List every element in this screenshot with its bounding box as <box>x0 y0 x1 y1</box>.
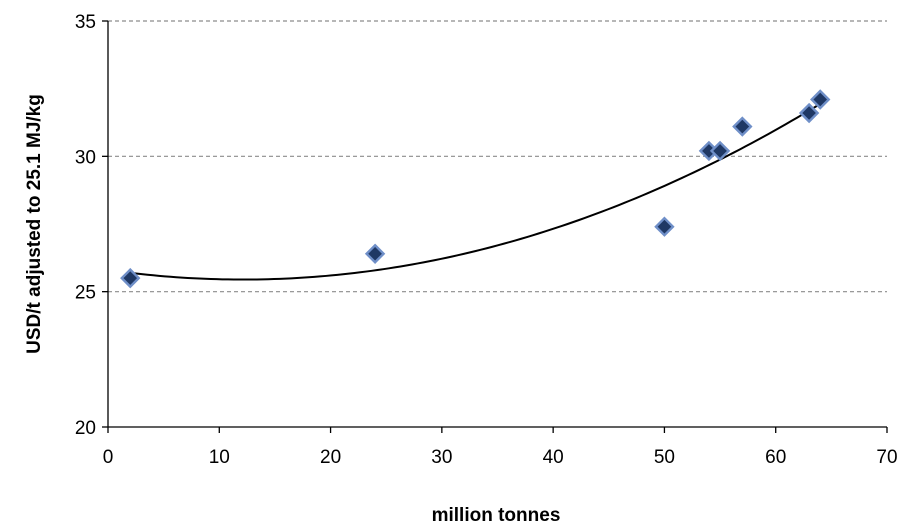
data-point-3 <box>654 216 675 237</box>
y-tick-label-30: 30 <box>75 147 96 168</box>
gridlines <box>108 20 887 293</box>
x-tick-label-50: 50 <box>654 447 675 468</box>
data-points <box>120 89 831 289</box>
x-tick-label-40: 40 <box>543 447 564 468</box>
x-tick-label-30: 30 <box>431 447 452 468</box>
y-tick-label-35: 35 <box>75 12 96 33</box>
y-tick-label-25: 25 <box>75 283 96 304</box>
x-tick-label-10: 10 <box>209 447 230 468</box>
data-point-5 <box>709 140 731 162</box>
x-axis-title: million tonnes <box>432 505 561 526</box>
data-point-8 <box>810 89 831 110</box>
y-axis-title: USD/t adjusted to 25.1 MJ/kg <box>24 94 45 354</box>
x-tick-label-60: 60 <box>765 447 786 468</box>
data-point-7 <box>798 102 820 124</box>
axes <box>102 20 888 433</box>
tick-labels: 20 25 30 35 0 10 20 30 40 50 60 70 <box>75 12 898 468</box>
data-point-2 <box>364 243 386 264</box>
data-point-6 <box>732 116 753 137</box>
y-tick-label-20: 20 <box>75 418 96 439</box>
x-tick-label-0: 0 <box>103 447 114 468</box>
x-tick-label-70: 70 <box>876 447 897 468</box>
data-point-1 <box>120 267 141 289</box>
x-tick-label-20: 20 <box>320 447 341 468</box>
trendline-layer <box>130 103 821 281</box>
trendline <box>130 103 821 281</box>
